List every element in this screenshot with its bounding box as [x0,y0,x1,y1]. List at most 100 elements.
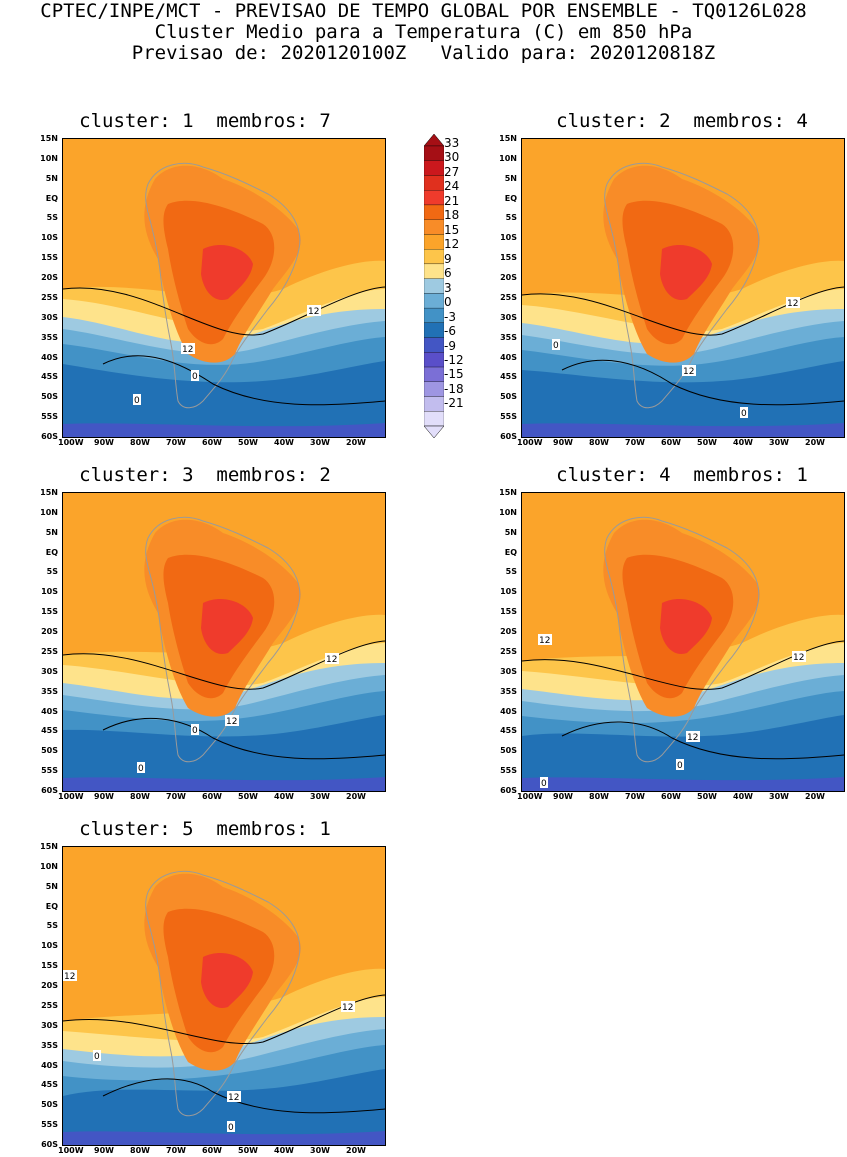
longitude-tick-label: 20W [346,438,366,447]
longitude-tick-label: 40W [733,792,753,801]
latitude-tick-label: 5S [505,213,517,223]
latitude-tick-label: 5S [46,567,58,577]
latitude-tick-label: 45S [41,1080,58,1090]
latitude-tick-label: 30S [500,312,517,322]
latitude-tick-label: 10S [500,233,517,243]
latitude-tick-label: 5S [46,921,58,931]
temperature-map-5: 12 12 12 0 0 [62,846,386,1146]
longitude-tick-label: 40W [274,1146,294,1155]
latitude-tick-label: 20S [500,273,517,283]
colorbar-swatch [423,160,445,176]
longitude-tick-label: 100W [58,792,84,801]
latitude-tick-label: 50S [41,1100,58,1110]
svg-text:12: 12 [226,717,237,727]
svg-text:0: 0 [741,409,747,419]
temperature-band [63,361,385,437]
contour-line-12 [63,286,385,336]
colorbar-tick-label: -9 [444,338,456,353]
longitude-tick-label: 50W [238,438,258,447]
contour-line-0 [102,717,385,760]
temperature-map-3: 12 12 0 0 [62,492,386,792]
colorbar-tick-label: -12 [444,353,464,367]
colorbar-tick-label: 33 [444,136,460,150]
latitude-tick-label: EQ [504,193,517,203]
longitude-tick-label: 80W [130,792,150,801]
longitude-tick-label: 20W [805,792,825,801]
latitude-tick-label: 45S [500,726,517,736]
contour-line-0 [561,721,844,760]
latitude-tick-label: 60S [500,786,517,795]
latitude-tick-label: 10N [499,153,517,163]
contour-label: 12 [686,731,700,743]
coastline [604,516,760,763]
svg-text:0: 0 [138,764,144,774]
latitude-tick-label: 50S [500,746,517,756]
colorbar-swatch [423,190,445,206]
latitude-tick-label: EQ [45,901,58,911]
colorbar-swatch [423,145,445,161]
contour-label: 0 [93,1050,101,1062]
latitude-tick-label: 25S [41,1000,58,1010]
svg-text:0: 0 [677,761,683,771]
latitude-tick-label: 5N [45,173,58,183]
longitude-tick-label: 40W [274,792,294,801]
hottest-region [201,244,253,300]
colorbar-tick-label: -3 [444,309,456,324]
latitude-tick-label: 5S [505,567,517,577]
longitude-tick-label: 30W [310,438,330,447]
panel-title-5: cluster: 5 membros: 1 [79,818,331,840]
latitude-tick-label: 60S [41,1140,58,1149]
latitude-tick-label: 10N [40,153,58,163]
latitude-tick-label: 15S [41,961,58,971]
temperature-map-4: 12 12 12 0 0 [521,492,845,792]
colorbar-tick-label: 12 [444,237,460,252]
colorbar-tick-label: -6 [444,324,456,339]
longitude-tick-label: 100W [517,792,543,801]
colorbar-tick-label: 27 [444,164,460,179]
longitude-tick-label: 60W [202,1146,222,1155]
longitude-tick-label: 70W [166,792,186,801]
longitude-tick-label: 50W [238,792,258,801]
longitude-tick-label: 90W [94,438,114,447]
contour-line-12 [63,640,385,690]
contour-label: 12 [225,715,239,727]
colorbar-swatch [423,278,445,294]
longitude-tick-label: 20W [346,792,366,801]
svg-text:0: 0 [553,341,559,351]
svg-text:12: 12 [793,653,804,663]
colorbar-swatch [423,307,445,323]
contour-label: 0 [137,762,145,774]
latitude-tick-label: 40S [500,352,517,362]
latitude-tick-label: 15S [41,607,58,617]
colorbar-top-arrow [423,133,445,147]
panel-title-3: cluster: 3 membros: 2 [79,464,331,486]
longitude-tick-label: 60W [202,792,222,801]
svg-text:12: 12 [228,1093,239,1103]
latitude-tick-label: 10N [499,507,517,517]
longitude-tick-label: 80W [589,792,609,801]
longitude-tick-label: 40W [274,438,294,447]
hottest-region [660,598,712,654]
svg-text:12: 12 [687,733,698,743]
latitude-tick-label: 45S [41,726,58,736]
temperature-band [63,1131,385,1145]
longitude-tick-label: 80W [130,1146,150,1155]
contour-label: 0 [191,370,199,382]
temperature-band [63,1069,385,1145]
svg-text:12: 12 [683,367,694,377]
contour-label: 0 [133,394,141,406]
colorbar-swatch [423,293,445,309]
colorbar-tick-label: 21 [444,193,460,208]
latitude-tick-label: 10S [41,941,58,951]
longitude-tick-label: 30W [310,792,330,801]
contour-label: 12 [63,970,77,982]
colorbar-swatch [423,204,445,220]
contour-label: 0 [227,1121,235,1133]
contour-label: 0 [740,407,748,419]
colorbar-swatch [423,366,445,382]
colorbar-tick-label: -21 [444,396,464,411]
longitude-tick-label: 80W [589,438,609,447]
temperature-band [63,423,385,437]
header-line-3: Previsao de: 2020120100Z Valido para: 20… [131,42,716,64]
colorbar-tick-label: 9 [444,251,452,266]
